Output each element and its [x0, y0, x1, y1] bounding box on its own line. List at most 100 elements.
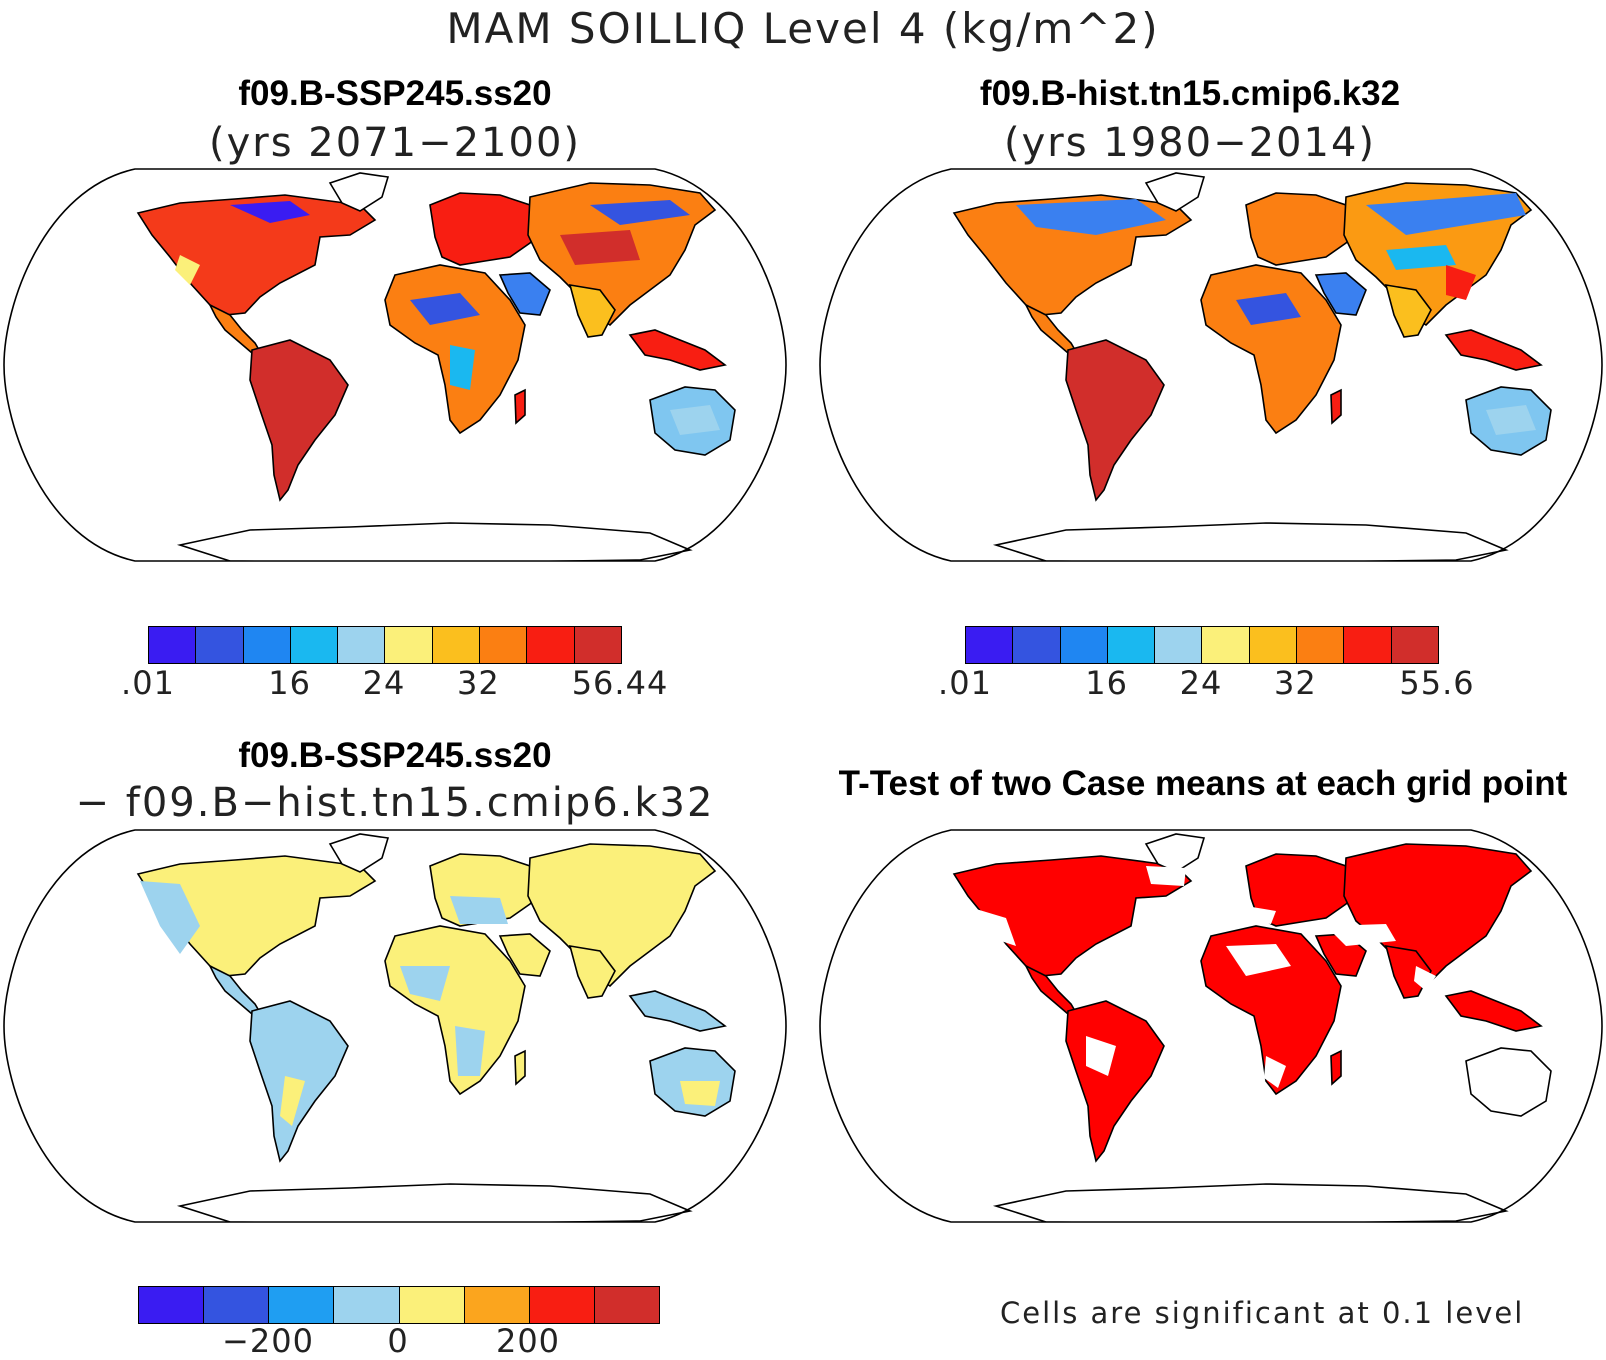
shading-region — [280, 1076, 305, 1126]
colorbar-cell — [269, 1287, 335, 1323]
shading-region — [966, 906, 1016, 946]
colorbar-cell — [290, 627, 339, 663]
colorbar-cell — [1344, 627, 1392, 663]
colorbar-panel-3 — [138, 1286, 660, 1324]
colorbar-tick-label: 32 — [457, 664, 500, 702]
colorbar-panel-1 — [148, 626, 622, 664]
map-panel-1 — [3, 168, 787, 562]
shading-region — [450, 345, 475, 390]
map-panel-4 — [819, 829, 1603, 1223]
landmass-antarctica — [992, 1183, 1509, 1222]
panel-3-title: f09.B-SSP245.ss20 — [238, 736, 552, 775]
landmass-arabia — [1314, 272, 1367, 316]
shading-region — [1146, 866, 1186, 886]
landmass-southAmerica — [1065, 339, 1165, 502]
colorbar-tick-label: 16 — [1085, 664, 1128, 702]
landmass-india — [568, 945, 616, 999]
landmass-africa — [1200, 264, 1342, 435]
landmass-southAmerica — [1065, 1000, 1165, 1163]
colorbar-cell — [1249, 627, 1298, 663]
shading-region — [1236, 293, 1301, 325]
panel-2-title: f09.B-hist.tn15.cmip6.k32 — [979, 74, 1401, 113]
colorbar-cell — [149, 627, 197, 663]
colorbar-tick-label: 32 — [1274, 664, 1317, 702]
map-frame — [3, 829, 787, 1223]
shading-region — [1386, 245, 1456, 270]
landmass-southAmerica — [249, 339, 349, 502]
shading-region — [1326, 924, 1396, 946]
landmass-arabia — [498, 272, 551, 316]
landmass-seAsia — [628, 990, 727, 1032]
colorbar-cell — [139, 1287, 205, 1323]
colorbar-tick-label: −200 — [222, 1322, 314, 1360]
map-frame — [819, 829, 1603, 1223]
colorbar-tick-label: 55.6 — [1399, 664, 1475, 702]
landmass-madagascar — [1330, 1049, 1342, 1086]
colorbar-tick-label: .01 — [938, 664, 992, 702]
colorbar-tick-label: .01 — [121, 664, 175, 702]
shading-region — [410, 293, 480, 325]
landmass-seAsia — [1444, 329, 1543, 371]
shading-region — [1446, 265, 1476, 300]
landmass-antarctica — [176, 1183, 693, 1222]
shading-region — [455, 1026, 485, 1076]
colorbar-cell — [204, 1287, 270, 1323]
shading-region — [680, 1081, 720, 1106]
colorbar-cell — [574, 627, 621, 663]
map-frame — [819, 168, 1603, 562]
colorbar-cell — [1391, 627, 1438, 663]
map-frame — [3, 168, 787, 562]
landmass-africa — [1200, 925, 1342, 1096]
landmass-greenland — [328, 172, 390, 212]
colorbar-cell — [243, 627, 291, 663]
map-panel-2 — [819, 168, 1603, 562]
panel-4-title: T-Test of two Case means at each grid po… — [838, 764, 1568, 803]
shading-region — [230, 201, 310, 223]
colorbar-cell — [1107, 627, 1156, 663]
colorbar-cell — [385, 627, 433, 663]
colorbar-cell — [527, 627, 575, 663]
landmass-seAsia — [628, 329, 727, 371]
main-title: MAM SOILLIQ Level 4 (kg/m^2) — [446, 4, 1160, 53]
colorbar-cell — [464, 1287, 530, 1323]
landmass-greenland — [1144, 172, 1206, 212]
colorbar-cell — [1013, 627, 1061, 663]
landmass-antarctica — [176, 522, 693, 561]
colorbar-tick-label: 56.44 — [571, 664, 669, 702]
shading-region — [140, 881, 200, 954]
colorbar-cell — [399, 1287, 465, 1323]
colorbar-cell — [966, 627, 1014, 663]
colorbar-cell — [480, 627, 528, 663]
landmass-antarctica — [992, 522, 1509, 561]
shading-region — [400, 966, 450, 1001]
landmass-northAmerica — [952, 855, 1193, 977]
landmass-greenland — [1144, 833, 1206, 873]
colorbar-cell — [196, 627, 244, 663]
shading-region — [590, 200, 690, 225]
colorbar-tick-label: 16 — [268, 664, 311, 702]
colorbar-cell — [432, 627, 481, 663]
colorbar-tick-label: 24 — [1179, 664, 1223, 702]
map-panel-3 — [3, 829, 787, 1223]
landmass-africa — [384, 925, 526, 1096]
shading-region — [560, 230, 640, 265]
colorbar-cell — [1155, 627, 1203, 663]
panel-1-title: f09.B-SSP245.ss20 — [238, 74, 552, 113]
landmass-australia — [1465, 1047, 1552, 1117]
panel-1-subtitle: (yrs 2071−2100) — [209, 120, 581, 166]
shading-region — [1226, 944, 1291, 976]
colorbar-cell — [338, 627, 386, 663]
landmass-madagascar — [514, 1049, 526, 1086]
shading-region — [1246, 906, 1276, 924]
shading-region — [450, 896, 508, 924]
panel-3-subtitle: − f09.B−hist.tn15.cmip6.k32 — [75, 780, 715, 826]
shading-region — [670, 405, 720, 435]
landmass-asia — [527, 843, 717, 988]
landmass-greenland — [328, 833, 390, 873]
colorbar-tick-label: 200 — [495, 1322, 561, 1360]
significance-note: Cells are significant at 0.1 level — [1000, 1296, 1525, 1330]
shading-region — [1486, 405, 1536, 435]
colorbar-cell — [529, 1287, 595, 1323]
colorbar-tick-label: 0 — [387, 1322, 409, 1360]
colorbar-cell — [1297, 627, 1345, 663]
